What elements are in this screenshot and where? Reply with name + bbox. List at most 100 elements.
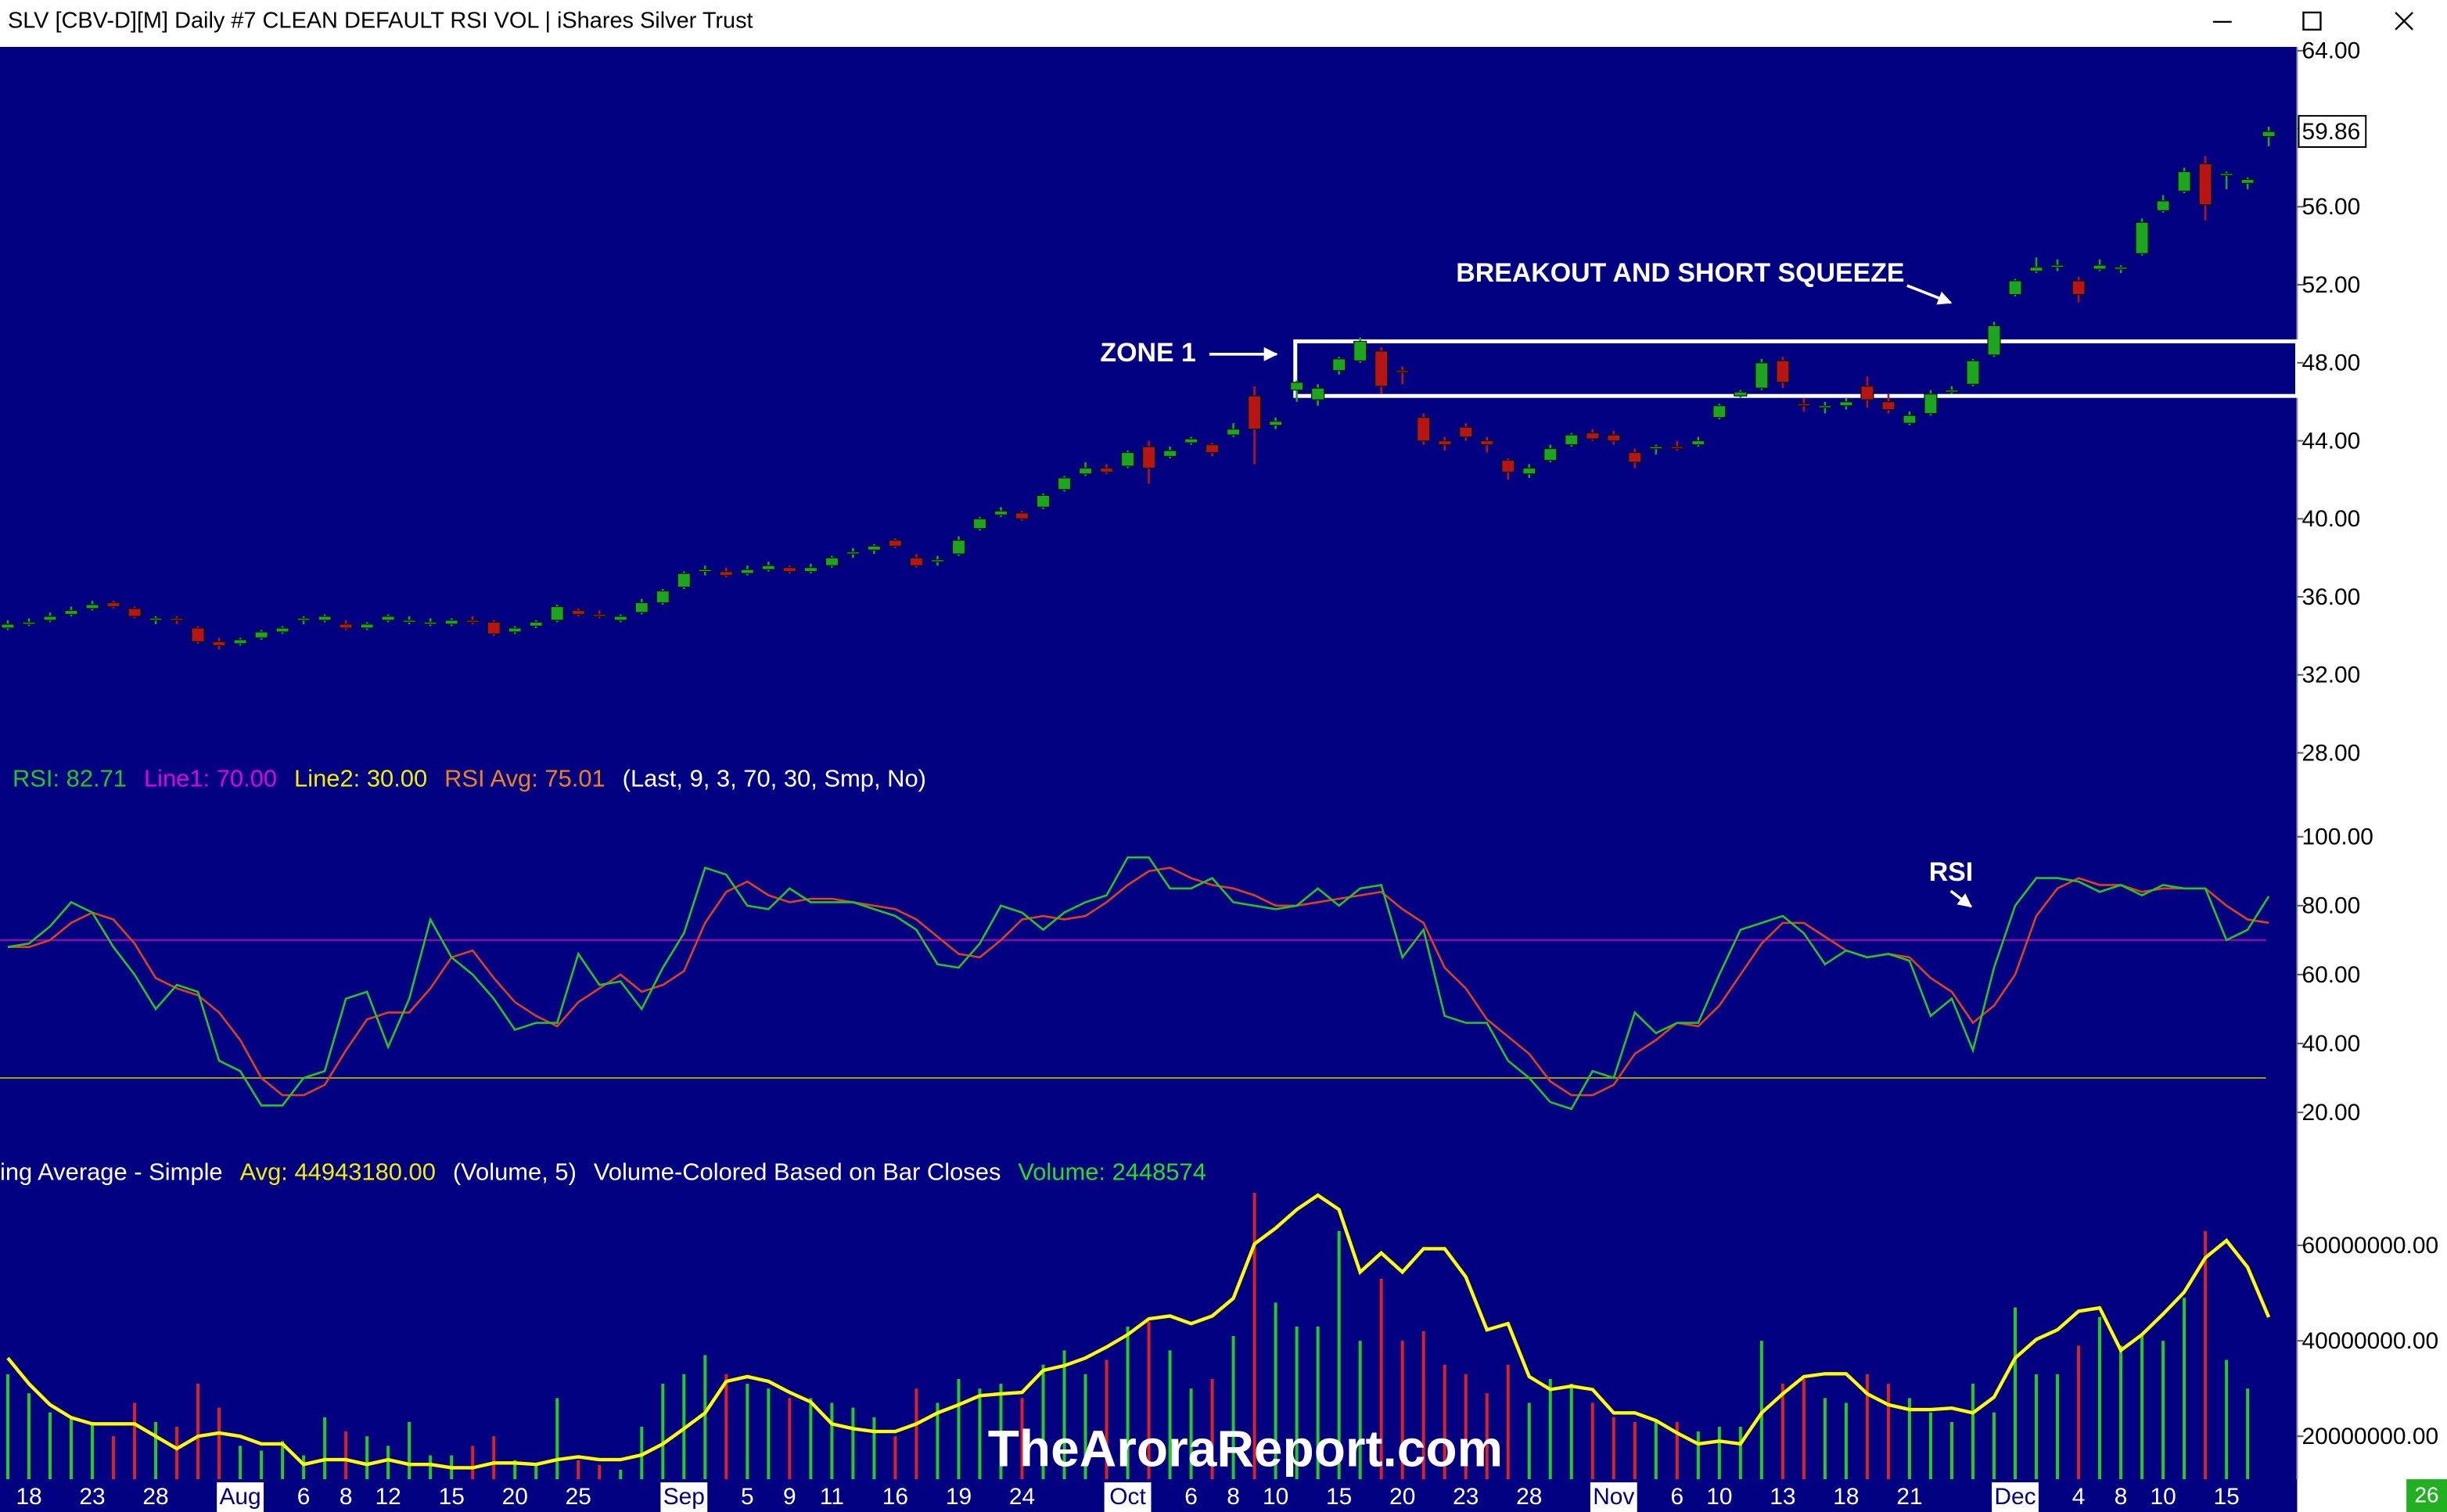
last-price-label: 59.86 <box>2301 119 2360 145</box>
volume-bar <box>49 1412 52 1480</box>
candle-body <box>1543 447 1558 462</box>
volume-bar <box>471 1446 475 1480</box>
volume-bar <box>1928 1412 1932 1480</box>
y-tick-label: 100.00 <box>2301 824 2373 850</box>
x-tick-label: 6 <box>1184 1484 1198 1510</box>
candle-body <box>761 565 775 570</box>
candle-body <box>1162 450 1177 458</box>
volume-bar <box>239 1446 243 1480</box>
x-tick-label: 28 <box>1516 1484 1542 1510</box>
volume-bar <box>1527 1402 1531 1480</box>
corner-label: 26 <box>2415 1482 2439 1507</box>
labels-layer: 64.00 60.00 56.00 52.00 48.00 44.00 40.00 36.00… <box>0 38 2438 1512</box>
volume-bar <box>914 1388 918 1480</box>
zone-box <box>1293 339 2299 398</box>
volume-bar <box>1759 1341 1763 1480</box>
y-tick-label: 40.00 <box>2301 1031 2360 1057</box>
candle-body <box>2050 264 2064 268</box>
candle-body <box>1141 446 1156 469</box>
x-tick-label: 10 <box>1706 1484 1732 1510</box>
volume-bar <box>408 1421 411 1480</box>
volume-bar <box>1316 1326 1320 1480</box>
candle-body <box>634 602 649 613</box>
month-box <box>217 1482 264 1512</box>
candle-body <box>22 621 36 625</box>
candle-body <box>1670 446 1684 450</box>
candle-body <box>2072 280 2086 296</box>
candle-body <box>1522 467 1536 475</box>
x-tick-label: 12 <box>375 1484 401 1510</box>
candle-body <box>1311 387 1325 400</box>
volume-bar <box>619 1469 623 1480</box>
volume-bar <box>957 1378 961 1480</box>
volume-bar <box>2056 1374 2060 1480</box>
window-title: SLV [CBV-D][M] Daily #7 CLEAN DEFAULT RS… <box>8 9 753 34</box>
y-tick-label: 56.00 <box>2301 194 2360 220</box>
volume-bar <box>1189 1388 1193 1480</box>
volume-bar <box>1062 1350 1066 1480</box>
volume-bar <box>851 1407 855 1480</box>
maximize-button[interactable] <box>2302 11 2322 31</box>
candle-body <box>1057 477 1072 490</box>
candle-body <box>550 605 564 621</box>
volume-bar <box>2077 1345 2081 1480</box>
volume-bar <box>1210 1378 1214 1480</box>
volume-bar <box>1590 1402 1594 1480</box>
volume-bar <box>999 1384 1003 1480</box>
candle-body <box>1691 440 1705 446</box>
x-tick-label: 16 <box>882 1484 908 1510</box>
indicator-header: Volume-Colored Based on Bar Closes <box>594 1158 1001 1185</box>
candle-body <box>381 616 395 621</box>
x-tick-label: 6 <box>1671 1484 1684 1510</box>
candle-body <box>212 641 226 646</box>
month-box <box>1992 1482 2039 1512</box>
watermark: TheAroraReport.com <box>988 1420 1503 1478</box>
plot-background <box>0 46 2298 1512</box>
indicator-header: (Volume, 5) <box>453 1158 577 1185</box>
volume-bar <box>1168 1350 1172 1480</box>
candle-body <box>930 559 945 562</box>
candle-body <box>1290 382 1304 391</box>
candle-body <box>1797 403 1811 407</box>
candle-body <box>1438 440 1452 446</box>
candle-body <box>170 617 184 621</box>
volume-bar <box>1717 1426 1721 1480</box>
corner-box <box>2406 1479 2447 1512</box>
volume-bar <box>302 1455 306 1480</box>
candle-body <box>2029 267 2043 272</box>
volume-bar <box>2183 1298 2186 1480</box>
y-tick-label: 64.00 <box>2301 38 2360 64</box>
x-tick-label: 9 <box>783 1484 796 1510</box>
candle-body <box>1374 350 1389 387</box>
x-tick-label: 15 <box>439 1484 465 1510</box>
candle-body <box>2008 280 2022 296</box>
candle-body <box>1966 360 1980 385</box>
x-tick-label: 8 <box>2115 1484 2128 1510</box>
candle-body <box>191 627 205 642</box>
candle-body <box>1712 405 1727 418</box>
volume-bar <box>260 1450 264 1480</box>
candle-body <box>1417 417 1431 442</box>
candle-body <box>677 573 691 588</box>
volume-bar <box>386 1446 390 1480</box>
candle-body <box>465 620 480 623</box>
candle-body <box>2177 171 2191 192</box>
candle-body <box>2240 178 2255 184</box>
indicator-header: Line2: 30.00 <box>294 765 427 792</box>
candle-body <box>825 557 839 566</box>
candle-body <box>275 627 289 633</box>
x-tick-label: 15 <box>1326 1484 1352 1510</box>
volume-bar <box>513 1460 517 1480</box>
candle-body <box>1120 451 1135 467</box>
volume-bar <box>1231 1336 1235 1480</box>
volume-bar <box>1464 1374 1468 1480</box>
candle-body <box>1459 426 1473 438</box>
close-button[interactable] <box>2395 12 2413 31</box>
volume-bar <box>27 1393 31 1480</box>
indicator-header: RSI: 82.71 <box>13 765 127 792</box>
volume-bar <box>1041 1364 1045 1480</box>
x-tick-label: 8 <box>1227 1484 1240 1510</box>
volume-bar <box>2119 1345 2123 1480</box>
volume-bar <box>577 1460 580 1480</box>
candle-body <box>1924 393 1938 415</box>
